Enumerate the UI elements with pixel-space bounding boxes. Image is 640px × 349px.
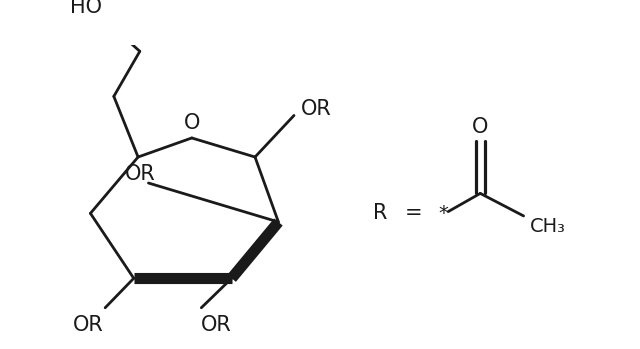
Text: OR: OR (124, 164, 155, 184)
Text: O: O (472, 117, 488, 137)
Text: =: = (404, 203, 422, 223)
Text: OR: OR (72, 315, 103, 335)
Text: HO: HO (70, 0, 102, 17)
Text: OR: OR (201, 315, 232, 335)
Text: O: O (184, 113, 200, 133)
Text: R: R (374, 203, 388, 223)
Text: CH₃: CH₃ (530, 217, 566, 236)
Text: OR: OR (301, 98, 332, 119)
Text: *: * (438, 204, 448, 223)
